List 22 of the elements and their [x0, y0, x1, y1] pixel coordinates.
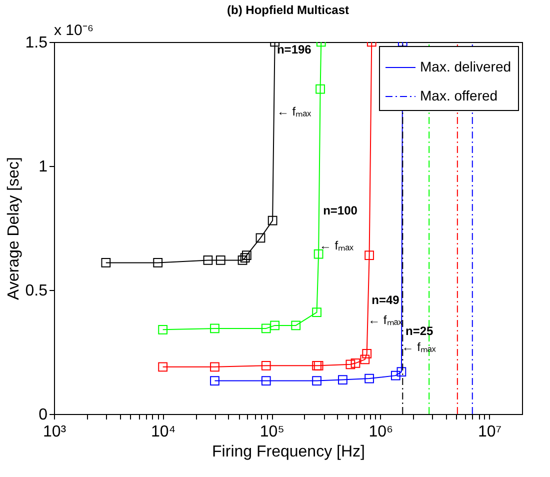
- annotation: n=49: [372, 292, 400, 307]
- y-tick-label: 1.5: [25, 34, 48, 52]
- x-tick-label: 10³: [42, 424, 67, 440]
- y-axis-title: Average Delay [sec]: [5, 157, 22, 300]
- y-tick-label: 0.5: [25, 282, 48, 300]
- x-tick-label: 10⁶: [368, 424, 394, 440]
- legend-label: Max. delivered: [420, 58, 512, 74]
- chart-title: (b) Hopfield Multicast: [227, 3, 349, 17]
- x-axis-title: Firing Frequency [Hz]: [212, 444, 365, 460]
- annotation: n=100: [323, 204, 358, 218]
- legend-label: Max. offered: [420, 88, 498, 104]
- annotation: ← fₘₐₓ: [319, 238, 354, 252]
- x-tick-label: 10⁵: [260, 424, 284, 440]
- x-tick-label: 10⁴: [150, 424, 176, 440]
- annotation: ← fₘₐₓ: [276, 104, 312, 118]
- annotation: n=25: [406, 324, 434, 338]
- y-tick-label: 0: [38, 406, 48, 424]
- annotation: ← fₘₐₓ: [402, 340, 436, 354]
- annotation: n=196: [276, 42, 312, 56]
- x-tick-label: 10⁷: [478, 424, 502, 440]
- y-tick-label: 1: [38, 158, 48, 176]
- text: x 10⁻⁶: [54, 22, 94, 39]
